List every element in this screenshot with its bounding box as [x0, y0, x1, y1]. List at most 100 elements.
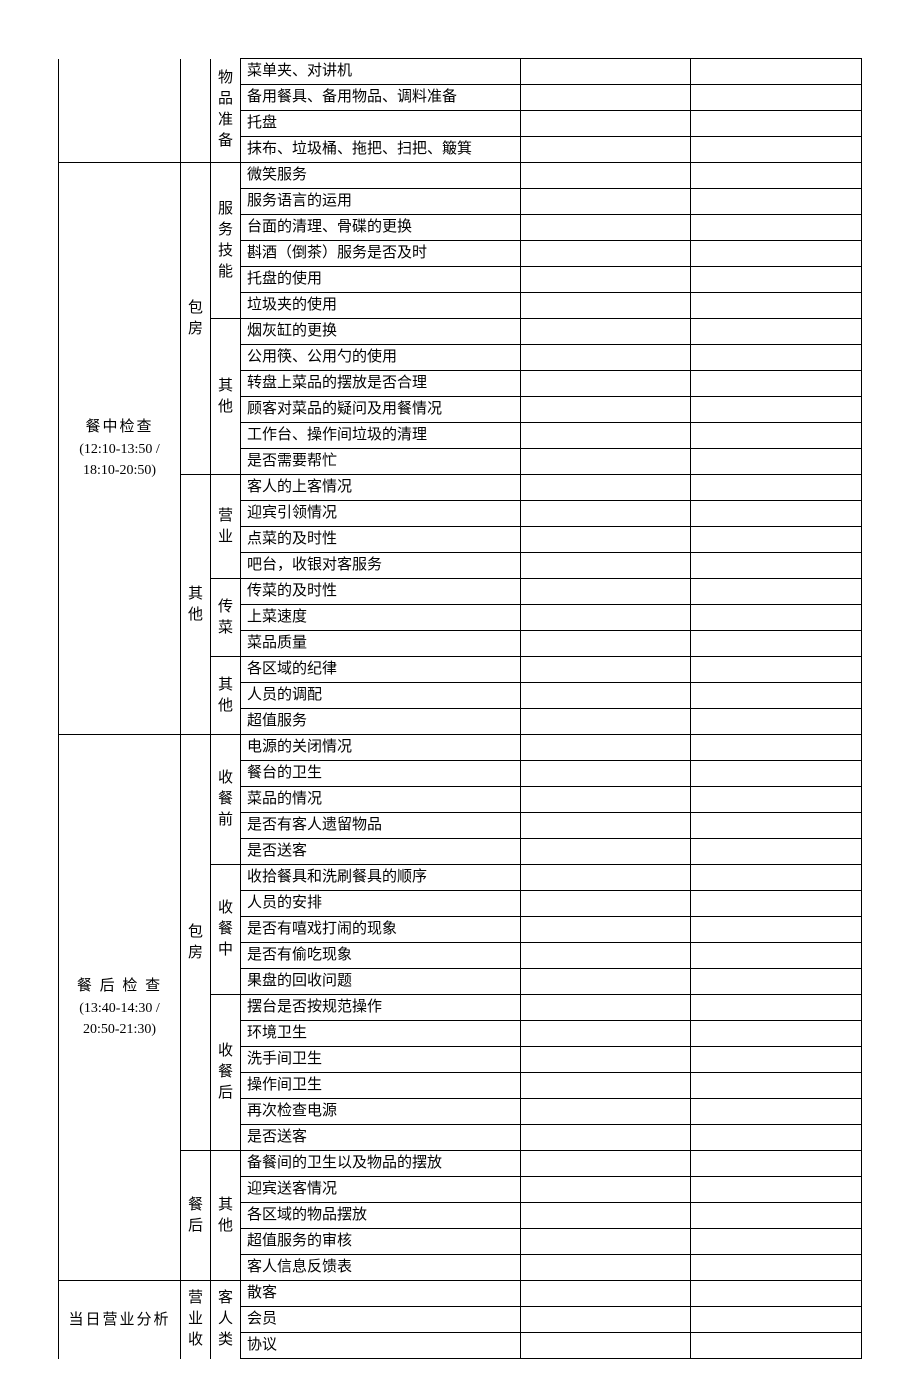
check-item: 收拾餐具和洗刷餐具的顺序 — [241, 865, 521, 891]
empty-cell — [691, 1021, 862, 1047]
check-item: 人员的安排 — [241, 891, 521, 917]
empty-cell — [521, 1021, 691, 1047]
table-row: 餐 后 检 查(13:40-14:30 / 20:50-21:30)包房收餐前电… — [59, 735, 862, 761]
check-item: 客人信息反馈表 — [241, 1255, 521, 1281]
empty-cell — [521, 1047, 691, 1073]
empty-cell — [691, 865, 862, 891]
category-cell: 收餐前 — [211, 735, 241, 865]
check-item: 散客 — [241, 1281, 521, 1307]
empty-cell — [521, 1333, 691, 1359]
check-item: 菜品质量 — [241, 631, 521, 657]
empty-cell — [691, 1307, 862, 1333]
empty-cell — [521, 1281, 691, 1307]
empty-cell — [691, 85, 862, 111]
check-item: 上菜速度 — [241, 605, 521, 631]
empty-cell — [521, 189, 691, 215]
empty-cell — [521, 735, 691, 761]
empty-cell — [521, 85, 691, 111]
check-item: 顾客对菜品的疑问及用餐情况 — [241, 397, 521, 423]
check-item: 是否需要帮忙 — [241, 449, 521, 475]
check-item: 再次检查电源 — [241, 1099, 521, 1125]
check-item: 是否有偷吃现象 — [241, 943, 521, 969]
empty-cell — [521, 527, 691, 553]
empty-cell — [691, 137, 862, 163]
area-cell: 包房 — [181, 163, 211, 475]
check-item: 台面的清理、骨碟的更换 — [241, 215, 521, 241]
area-cell: 营业收 — [181, 1281, 211, 1359]
empty-cell — [521, 137, 691, 163]
empty-cell — [521, 865, 691, 891]
empty-cell — [691, 241, 862, 267]
check-item: 各区域的物品摆放 — [241, 1203, 521, 1229]
section-cell — [59, 59, 181, 163]
section-time: (13:40-14:30 / 20:50-21:30) — [63, 998, 176, 1040]
empty-cell — [691, 345, 862, 371]
empty-cell — [691, 449, 862, 475]
check-item: 超值服务 — [241, 709, 521, 735]
section-title: 餐中检查 — [63, 416, 176, 439]
empty-cell — [691, 891, 862, 917]
check-item: 备用餐具、备用物品、调料准备 — [241, 85, 521, 111]
check-item: 洗手间卫生 — [241, 1047, 521, 1073]
empty-cell — [521, 163, 691, 189]
check-item: 托盘的使用 — [241, 267, 521, 293]
empty-cell — [521, 215, 691, 241]
empty-cell — [691, 579, 862, 605]
empty-cell — [521, 1255, 691, 1281]
check-item: 摆台是否按规范操作 — [241, 995, 521, 1021]
check-item: 服务语言的运用 — [241, 189, 521, 215]
check-item: 吧台，收银对客服务 — [241, 553, 521, 579]
empty-cell — [521, 501, 691, 527]
category-cell: 其他 — [211, 1151, 241, 1281]
empty-cell — [521, 683, 691, 709]
section-cell: 餐中检查(12:10-13:50 / 18:10-20:50) — [59, 163, 181, 735]
check-item: 是否送客 — [241, 1125, 521, 1151]
empty-cell — [521, 579, 691, 605]
inspection-table: 物品准备菜单夹、对讲机备用餐具、备用物品、调料准备托盘抹布、垃圾桶、拖把、扫把、… — [58, 58, 862, 1359]
empty-cell — [521, 1073, 691, 1099]
empty-cell — [521, 293, 691, 319]
empty-cell — [691, 163, 862, 189]
check-item: 菜品的情况 — [241, 787, 521, 813]
empty-cell — [521, 813, 691, 839]
empty-cell — [521, 709, 691, 735]
check-item: 操作间卫生 — [241, 1073, 521, 1099]
check-item: 托盘 — [241, 111, 521, 137]
empty-cell — [521, 1099, 691, 1125]
check-item: 传菜的及时性 — [241, 579, 521, 605]
empty-cell — [521, 1151, 691, 1177]
empty-cell — [521, 761, 691, 787]
empty-cell — [521, 787, 691, 813]
empty-cell — [691, 1099, 862, 1125]
check-item: 迎宾引领情况 — [241, 501, 521, 527]
empty-cell — [691, 215, 862, 241]
empty-cell — [521, 111, 691, 137]
empty-cell — [691, 475, 862, 501]
section-time: (12:10-13:50 / 18:10-20:50) — [63, 439, 176, 481]
check-item: 各区域的纪律 — [241, 657, 521, 683]
check-item: 迎宾送客情况 — [241, 1177, 521, 1203]
empty-cell — [691, 1047, 862, 1073]
category-cell: 收餐中 — [211, 865, 241, 995]
check-item: 转盘上菜品的摆放是否合理 — [241, 371, 521, 397]
empty-cell — [691, 1203, 862, 1229]
empty-cell — [521, 917, 691, 943]
category-cell: 营业 — [211, 475, 241, 579]
check-item: 超值服务的审核 — [241, 1229, 521, 1255]
check-item: 公用筷、公用勺的使用 — [241, 345, 521, 371]
empty-cell — [521, 449, 691, 475]
empty-cell — [691, 111, 862, 137]
empty-cell — [691, 293, 862, 319]
category-cell: 服务技能 — [211, 163, 241, 319]
area-cell: 餐后 — [181, 1151, 211, 1281]
empty-cell — [691, 917, 862, 943]
empty-cell — [691, 995, 862, 1021]
category-cell: 客人类 — [211, 1281, 241, 1359]
empty-cell — [521, 1177, 691, 1203]
empty-cell — [691, 657, 862, 683]
empty-cell — [691, 631, 862, 657]
table-row: 物品准备菜单夹、对讲机 — [59, 59, 862, 85]
empty-cell — [521, 605, 691, 631]
check-item: 工作台、操作间垃圾的清理 — [241, 423, 521, 449]
empty-cell — [691, 839, 862, 865]
